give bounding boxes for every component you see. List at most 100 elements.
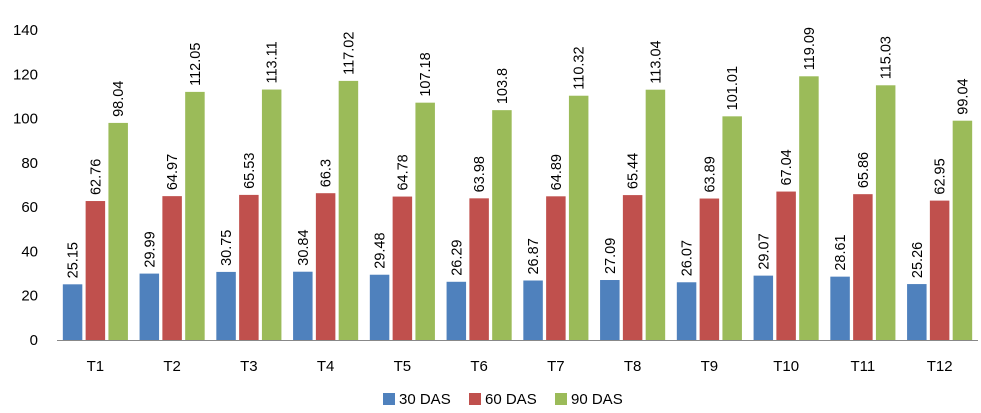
x-tick-label: T5 [394, 358, 412, 375]
bar-90-das-t8 [645, 89, 666, 340]
bar-60-das-t10 [776, 191, 796, 340]
data-label: 107.18 [418, 52, 434, 96]
data-labels-layer: 25.15 62.76 98.04 29.99 64.97 112.05 30.75 65.5… [66, 27, 972, 278]
bar-30-das-t12 [907, 284, 927, 340]
data-label: 65.86 [856, 152, 872, 188]
legend-swatch-60-das [469, 393, 481, 405]
bar-60-das-t1 [85, 201, 106, 340]
x-tick-label: T3 [240, 358, 258, 375]
x-tick-label: T11 [851, 358, 876, 375]
data-label: 30.84 [296, 229, 312, 265]
x-tick-label: T2 [163, 358, 181, 375]
bar-90-das-t2 [185, 91, 205, 340]
data-label: 28.61 [833, 234, 849, 270]
bars-layer [62, 76, 973, 341]
bar-30-das-t6 [446, 281, 467, 340]
bar-60-das-t3 [239, 194, 259, 340]
data-label: 27.09 [603, 238, 619, 274]
bar-30-das-t9 [676, 282, 697, 340]
bar-60-das-t4 [315, 193, 336, 340]
data-label: 63.89 [702, 156, 718, 192]
y-tick-label: 0 [30, 332, 38, 349]
data-label: 29.07 [756, 233, 772, 269]
data-label: 30.75 [219, 230, 235, 266]
data-label: 119.09 [802, 27, 818, 70]
y-tick-label: 20 [21, 288, 38, 305]
bar-90-das-t4 [338, 80, 359, 341]
bar-90-das-t11 [875, 85, 896, 340]
data-label: 67.04 [779, 149, 795, 185]
bar-60-das-t2 [162, 196, 182, 340]
x-tick-label: T12 [927, 358, 953, 375]
bar-90-das-t12 [952, 120, 973, 340]
bar-60-das-t6 [469, 198, 489, 340]
data-label: 117.02 [341, 32, 357, 75]
data-label: 25.26 [910, 242, 926, 278]
bar-90-das-t5 [415, 102, 435, 341]
y-axis: 0 20 40 60 80 100 120 140 [13, 22, 38, 349]
bar-60-das-t5 [392, 196, 413, 340]
y-tick-label: 60 [21, 199, 38, 216]
bar-30-das-t3 [216, 271, 236, 340]
data-label: 101.01 [725, 66, 741, 110]
data-label: 26.87 [526, 238, 542, 274]
data-label: 110.32 [572, 46, 588, 89]
x-tick-label: T10 [773, 358, 799, 375]
legend-swatch-30-das [383, 393, 395, 405]
data-label: 62.76 [88, 159, 104, 195]
legend-label: 60 DAS [485, 391, 537, 408]
y-tick-label: 40 [21, 243, 38, 260]
data-label: 65.44 [626, 153, 642, 189]
data-label: 112.05 [188, 43, 204, 86]
data-label: 29.48 [373, 232, 389, 268]
bar-60-das-t12 [929, 200, 950, 340]
bar-90-das-t9 [722, 116, 742, 341]
data-label: 64.97 [165, 154, 181, 190]
y-tick-label: 140 [13, 22, 38, 39]
bar-30-das-t2 [139, 273, 160, 340]
x-tick-label: T6 [470, 358, 488, 375]
bar-30-das-t4 [293, 271, 313, 340]
data-label: 98.04 [111, 81, 127, 117]
data-label: 99.04 [955, 78, 971, 114]
data-label: 113.11 [265, 41, 281, 83]
bar-30-das-t1 [62, 284, 83, 340]
legend-label: 30 DAS [399, 391, 451, 408]
data-label: 29.99 [142, 231, 158, 267]
y-tick-label: 120 [13, 66, 38, 83]
data-label: 62.95 [933, 158, 949, 194]
bar-30-das-t5 [369, 274, 390, 340]
data-label: 64.89 [549, 154, 565, 190]
x-tick-label: T1 [87, 358, 105, 375]
data-label: 66.3 [319, 159, 335, 187]
data-label: 26.29 [449, 239, 465, 275]
bar-90-das-t10 [799, 76, 819, 340]
data-label: 25.15 [66, 242, 82, 278]
y-tick-label: 80 [21, 155, 38, 172]
bar-60-das-t8 [622, 195, 643, 340]
x-tick-label: T9 [701, 358, 719, 375]
legend-swatch-90-das [555, 393, 567, 405]
bar-30-das-t7 [523, 280, 543, 340]
bar-60-das-t7 [546, 196, 566, 340]
bar-90-das-t6 [492, 110, 512, 341]
data-label: 26.07 [680, 240, 696, 276]
x-tick-label: T4 [317, 358, 335, 375]
bar-90-das-t1 [108, 122, 128, 340]
data-label: 63.98 [472, 156, 488, 192]
bar-30-das-t11 [830, 276, 850, 340]
bar-30-das-t8 [600, 280, 620, 340]
bar-60-das-t9 [699, 198, 720, 340]
x-tick-label: T8 [624, 358, 642, 375]
y-tick-label: 100 [13, 111, 38, 128]
bar-30-das-t10 [753, 275, 774, 340]
x-tick-label: T7 [547, 358, 565, 375]
data-label: 115.03 [879, 36, 895, 79]
legend: 30 DAS 60 DAS 90 DAS [383, 391, 623, 408]
bar-60-das-t11 [853, 194, 873, 340]
bar-90-das-t3 [261, 89, 282, 340]
data-label: 103.8 [495, 68, 511, 104]
x-axis: T1 T2 T3 T4 T5 T6 T7 T8 T9 T10 T11 T12 [87, 358, 953, 375]
data-label: 64.78 [395, 154, 411, 190]
